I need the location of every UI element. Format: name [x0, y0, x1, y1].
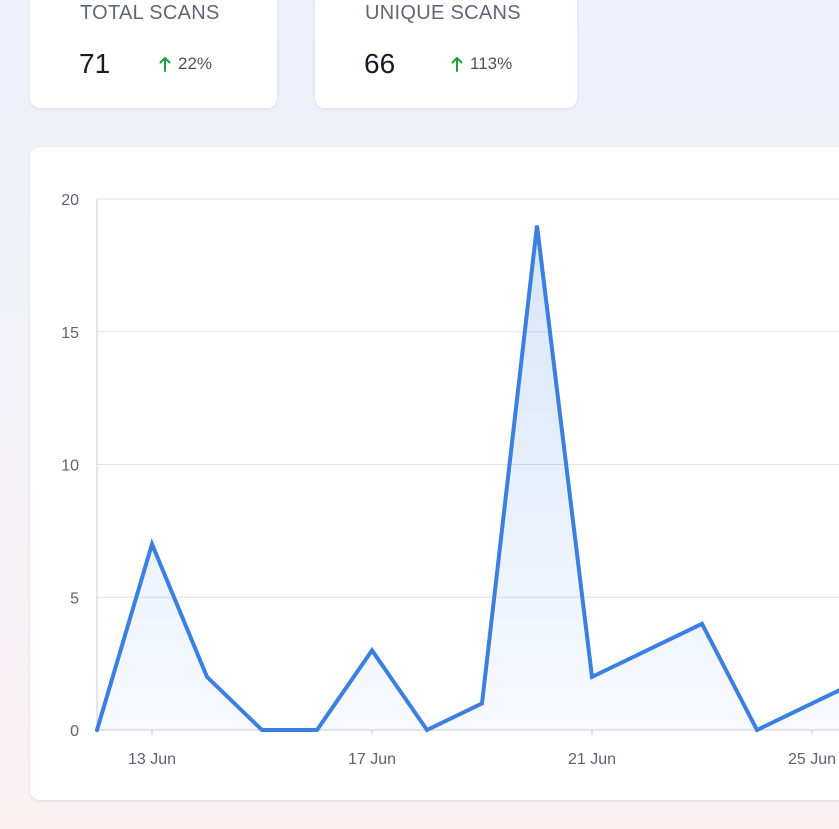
x-tick-label: 13 Jun: [128, 751, 176, 768]
unique-scans-change: 113%: [451, 54, 512, 74]
unique-scans-card: UNIQUE SCANS 66 113%: [315, 0, 577, 108]
total-scans-label: TOTAL SCANS: [80, 2, 220, 24]
unique-scans-change-value: 113%: [470, 54, 513, 73]
arrow-up-icon: [451, 57, 463, 72]
scans-chart: 0 5 10 15 20 13 Jun 17 Jun 21 Jun 25 Jun: [61, 192, 839, 768]
y-tick-label: 15: [61, 325, 79, 342]
y-tick-label: 5: [70, 590, 79, 607]
y-tick-label: 10: [61, 458, 79, 475]
y-tick-label: 20: [61, 192, 79, 209]
total-scans-value: 71: [79, 48, 111, 79]
arrow-up-icon: [159, 57, 171, 72]
x-tick-label: 17 Jun: [348, 751, 396, 768]
y-tick-label: 0: [70, 723, 79, 740]
total-scans-card: TOTAL SCANS 71 22%: [30, 0, 277, 108]
scans-chart-card: 0 5 10 15 20 13 Jun 17 Jun 21 Jun 25 Jun: [30, 147, 839, 800]
x-tick-label: 25 Jun: [788, 751, 836, 768]
series-area: [97, 225, 839, 730]
unique-scans-label: UNIQUE SCANS: [365, 2, 521, 24]
total-scans-change: 22%: [159, 54, 212, 74]
x-tick-label: 21 Jun: [568, 751, 616, 768]
total-scans-change-value: 22%: [178, 54, 213, 73]
unique-scans-value: 66: [364, 48, 396, 79]
series-line: [95, 225, 839, 733]
